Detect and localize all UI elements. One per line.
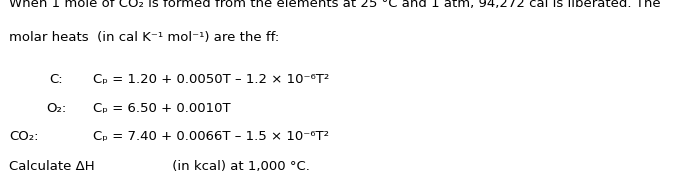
Text: When 1 mole of CO₂ is formed from the elements at 25 °C and 1 atm, 94,272 cal is: When 1 mole of CO₂ is formed from the el… xyxy=(9,0,660,10)
Text: CO₂:: CO₂: xyxy=(9,130,39,143)
Text: Cₚ = 7.40 + 0.0066T – 1.5 × 10⁻⁶T²: Cₚ = 7.40 + 0.0066T – 1.5 × 10⁻⁶T² xyxy=(93,130,329,143)
Text: Cₚ = 1.20 + 0.0050T – 1.2 × 10⁻⁶T²: Cₚ = 1.20 + 0.0050T – 1.2 × 10⁻⁶T² xyxy=(93,73,329,86)
Text: (in kcal) at 1,000 °C.: (in kcal) at 1,000 °C. xyxy=(168,160,310,173)
Text: Cₚ = 6.50 + 0.0010T: Cₚ = 6.50 + 0.0010T xyxy=(93,102,230,115)
Text: O₂:: O₂: xyxy=(46,102,66,115)
Text: C:: C: xyxy=(50,73,63,86)
Text: molar heats  (in cal K⁻¹ mol⁻¹) are the ff:: molar heats (in cal K⁻¹ mol⁻¹) are the f… xyxy=(9,31,279,44)
Text: Calculate ΔH: Calculate ΔH xyxy=(9,160,94,173)
